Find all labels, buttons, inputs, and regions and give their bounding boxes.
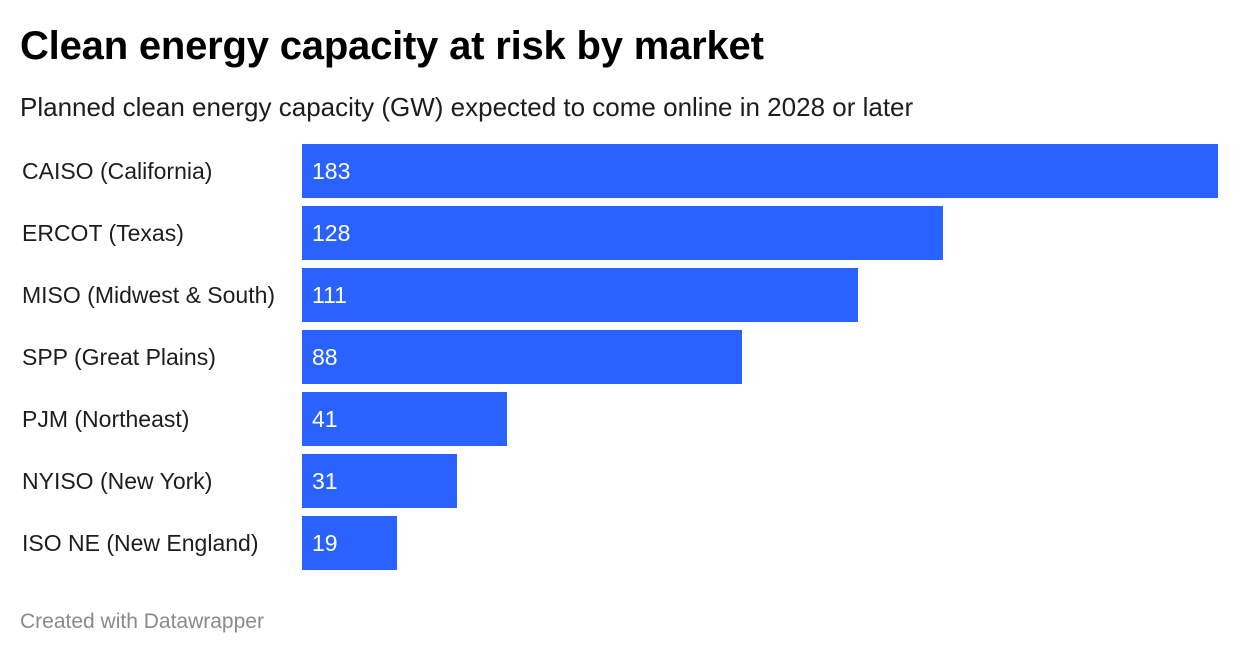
- bar: [302, 144, 1218, 198]
- bar-row: ERCOT (Texas) 128: [0, 206, 1240, 260]
- bar-value-label: 128: [312, 220, 351, 246]
- bar: [302, 330, 742, 384]
- bar-row: SPP (Great Plains) 88: [0, 330, 1240, 384]
- bar-row: MISO (Midwest & South) 111: [0, 268, 1240, 322]
- bar-row: CAISO (California) 183: [0, 144, 1240, 198]
- category-label: MISO (Midwest & South): [22, 282, 276, 308]
- category-label: PJM (Northeast): [22, 406, 190, 432]
- bar-value-label: 183: [312, 158, 351, 184]
- category-label: NYISO (New York): [22, 468, 213, 494]
- bar: [302, 392, 507, 446]
- bar-value-label: 88: [312, 344, 338, 370]
- bar-value-label: 31: [312, 468, 338, 494]
- category-label: CAISO (California): [22, 158, 213, 184]
- category-label: ISO NE (New England): [22, 530, 259, 556]
- category-label: SPP (Great Plains): [22, 344, 216, 370]
- bar: [302, 516, 397, 570]
- datawrapper-credit: Created with Datawrapper: [20, 610, 264, 633]
- chart-title: Clean energy capacity at risk by market: [20, 24, 764, 68]
- bar: [302, 206, 943, 260]
- bar-row: PJM (Northeast) 41: [0, 392, 1240, 446]
- chart-subtitle: Planned clean energy capacity (GW) expec…: [20, 92, 914, 122]
- bar-row: NYISO (New York) 31: [0, 454, 1240, 508]
- bar-value-label: 111: [312, 282, 347, 308]
- bar: [302, 268, 858, 322]
- bar-value-label: 41: [312, 406, 338, 432]
- bar: [302, 454, 457, 508]
- category-label: ERCOT (Texas): [22, 220, 184, 246]
- bar-row: ISO NE (New England) 19: [0, 516, 1240, 570]
- bar-value-label: 19: [312, 530, 338, 556]
